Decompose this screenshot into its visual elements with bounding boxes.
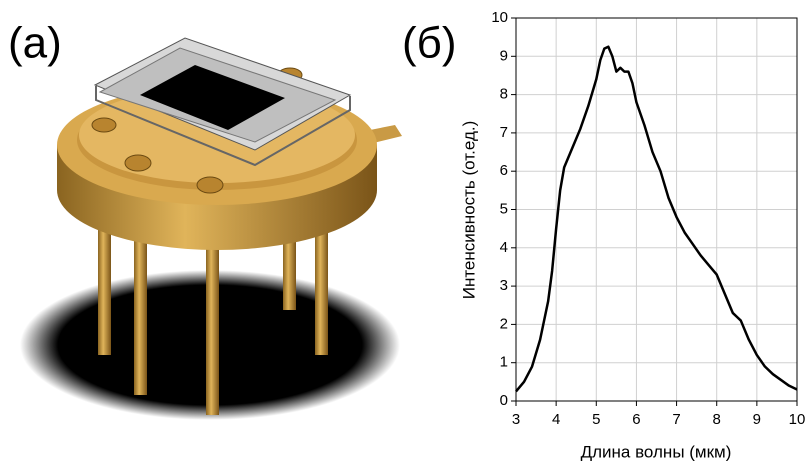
panel-label: (б) (402, 19, 457, 68)
y-tick-label: 5 (500, 200, 508, 217)
y-tick-label: 2 (500, 315, 508, 332)
y-tick-label: 1 (500, 354, 508, 371)
y-tick-label: 6 (500, 162, 508, 179)
data-line (516, 47, 797, 392)
y-tick-label: 0 (500, 392, 508, 409)
sensor-illustration (20, 38, 402, 420)
panel-label: (а) (8, 19, 62, 68)
y-axis-title: Интенсивность (от.ед.) (459, 121, 478, 300)
y-tick-label: 8 (500, 86, 508, 103)
y-tick-label: 7 (500, 124, 508, 141)
x-tick-label: 6 (632, 411, 640, 428)
y-tick-label: 9 (500, 47, 508, 64)
page: (а) (б) Длина волны (мкм) Интенсивность … (0, 0, 807, 466)
x-tick-label: 4 (552, 411, 560, 428)
y-tick-label: 4 (500, 239, 508, 256)
x-axis-title: Длина волны (мкм) (581, 442, 732, 461)
x-tick-label: 8 (713, 411, 721, 428)
y-tick-label: 3 (500, 277, 508, 294)
x-tick-label: 5 (592, 411, 600, 428)
x-tick-label: 9 (753, 411, 761, 428)
x-tick-label: 3 (512, 411, 520, 428)
x-tick-label: 7 (672, 411, 680, 428)
figure: (а) (б) Длина волны (мкм) Интенсивность … (0, 0, 807, 466)
y-tick-label: 10 (491, 9, 508, 26)
x-tick-label: 10 (789, 411, 806, 428)
